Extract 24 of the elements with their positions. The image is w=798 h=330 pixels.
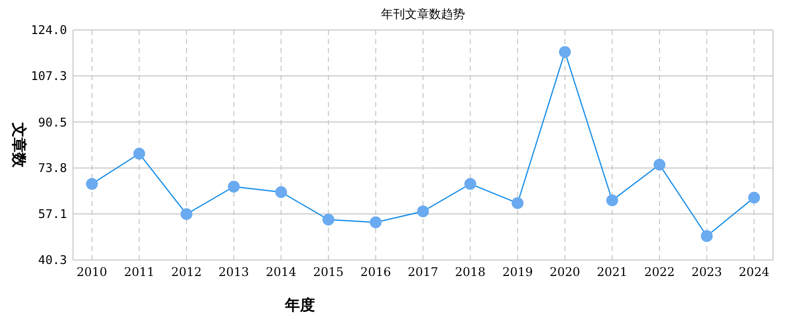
x-tick-label: 2021 <box>596 265 628 279</box>
y-tick-label: 40.3 <box>38 253 67 268</box>
y-axis-title: 文章数 <box>10 122 28 168</box>
y-tick-label: 90.5 <box>38 115 67 130</box>
x-tick-label: 2024 <box>738 265 770 279</box>
x-tick-label: 2013 <box>218 265 250 279</box>
x-tick-label: 2017 <box>408 265 438 279</box>
x-tick-label: 2016 <box>360 265 391 279</box>
x-tick-label: 2019 <box>502 265 533 279</box>
x-tick-label: 2014 <box>266 265 297 279</box>
y-tick-label: 107.3 <box>30 69 67 84</box>
x-tick-label: 2015 <box>313 265 344 279</box>
y-tick-label: 57.1 <box>38 207 67 222</box>
x-axis-title: 年度 <box>284 296 315 314</box>
x-tick-label: 2010 <box>76 265 108 279</box>
x-tick-label: 2022 <box>644 265 675 279</box>
x-tick-label: 2023 <box>692 265 722 279</box>
chart-title: 年刊文章数趋势 <box>381 7 465 21</box>
x-tick-label: 2020 <box>550 265 580 279</box>
x-tick-label: 2018 <box>455 265 486 279</box>
x-tick-label: 2011 <box>124 265 154 279</box>
x-tick-label: 2012 <box>171 265 202 279</box>
y-tick-label: 124.0 <box>30 23 67 38</box>
y-tick-label: 73.8 <box>38 161 67 176</box>
